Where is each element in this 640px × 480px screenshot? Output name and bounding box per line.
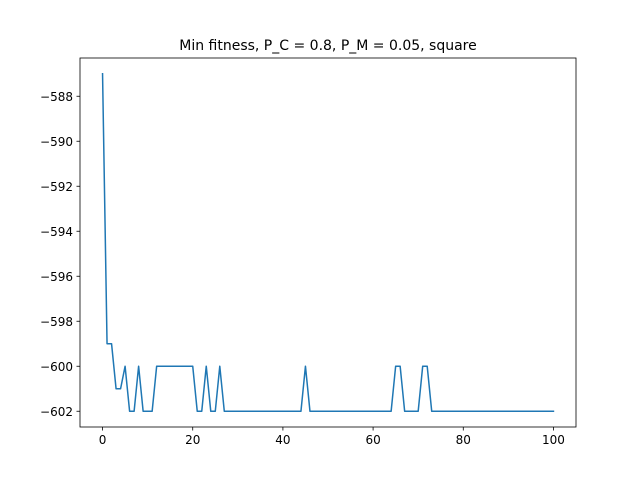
y-tick-label: −594 xyxy=(40,225,73,239)
y-tick-label: −592 xyxy=(40,180,73,194)
y-tick-label: −588 xyxy=(40,90,73,104)
x-tick-label: 80 xyxy=(456,433,471,447)
y-tick-label: −602 xyxy=(40,405,73,419)
axes-frame xyxy=(79,57,577,428)
x-tick-label: 0 xyxy=(99,433,107,447)
plot-area xyxy=(101,72,555,412)
x-tick-label: 40 xyxy=(275,433,290,447)
x-tick-label: 20 xyxy=(185,433,200,447)
chart-title: Min fitness, P_C = 0.8, P_M = 0.05, squa… xyxy=(179,38,477,54)
y-tick-label: −600 xyxy=(40,360,73,374)
x-tick-label: 60 xyxy=(365,433,380,447)
y-tick-label: −596 xyxy=(40,270,73,284)
y-axis: −588 −590 −592 −594 −596 −598 −600 −602 xyxy=(40,90,80,419)
y-tick-label: −590 xyxy=(40,135,73,149)
x-axis: 0 20 40 60 80 100 xyxy=(99,427,565,447)
series-line xyxy=(101,72,555,412)
x-tick-label: 100 xyxy=(542,433,565,447)
y-tick-label: −598 xyxy=(40,315,73,329)
